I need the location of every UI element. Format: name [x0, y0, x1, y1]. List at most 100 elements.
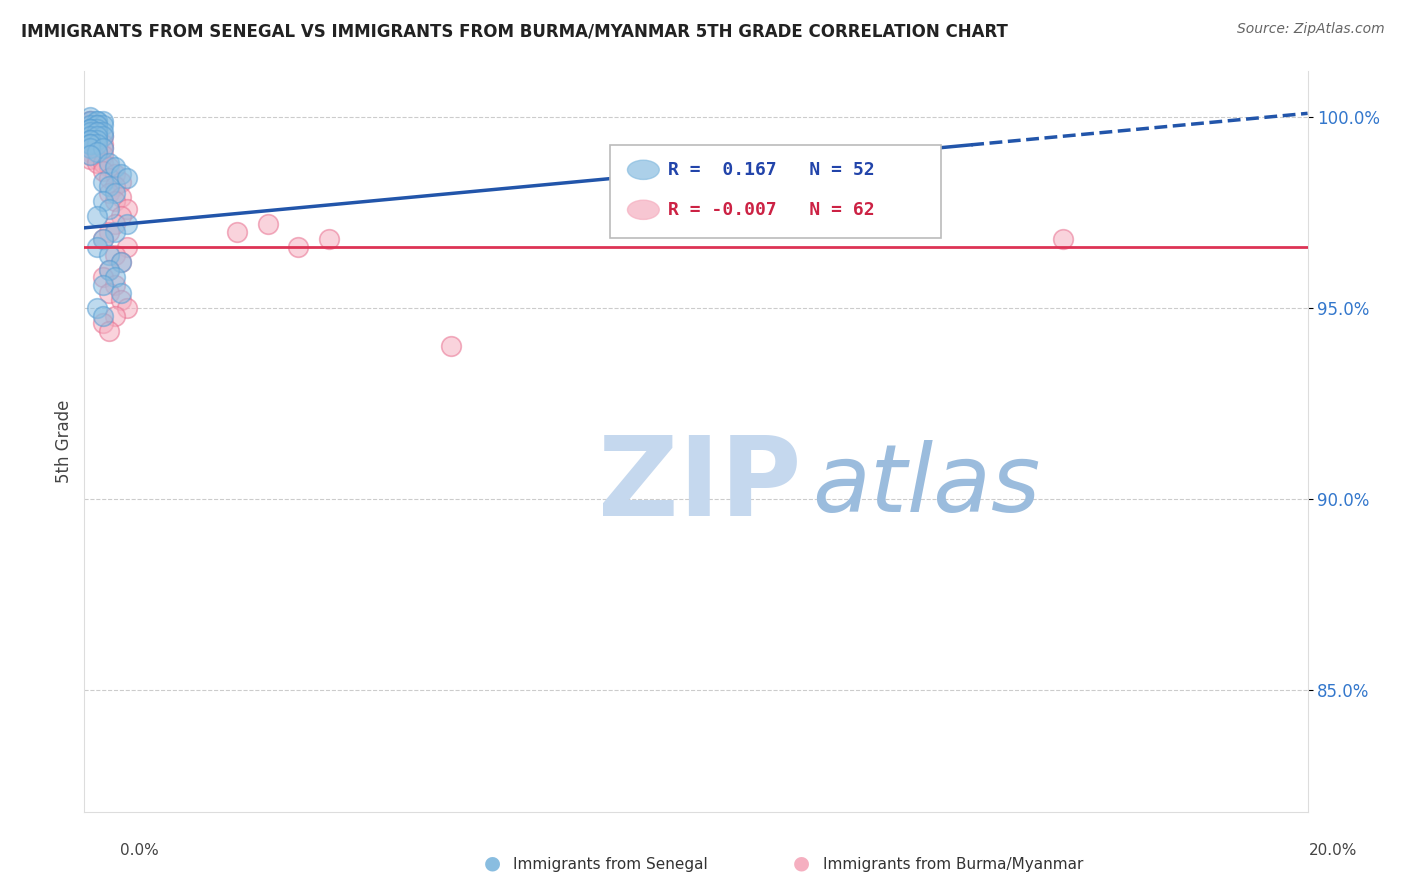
- Text: R = -0.007   N = 62: R = -0.007 N = 62: [668, 201, 875, 219]
- Point: [115, 240, 138, 254]
- Point: [86, 129, 108, 144]
- Point: [115, 171, 138, 186]
- Point: [97, 171, 120, 186]
- Point: [110, 175, 132, 189]
- Text: Source: ZipAtlas.com: Source: ZipAtlas.com: [1237, 22, 1385, 37]
- Point: [79, 114, 101, 128]
- Point: [79, 125, 101, 139]
- Point: [110, 255, 132, 269]
- Point: [104, 270, 127, 285]
- Text: IMMIGRANTS FROM SENEGAL VS IMMIGRANTS FROM BURMA/MYANMAR 5TH GRADE CORRELATION C: IMMIGRANTS FROM SENEGAL VS IMMIGRANTS FR…: [21, 22, 1008, 40]
- Point: [86, 145, 108, 159]
- Text: Immigrants from Senegal: Immigrants from Senegal: [513, 857, 709, 872]
- Point: [86, 133, 108, 147]
- Point: [79, 114, 101, 128]
- Point: [79, 148, 101, 162]
- Point: [79, 133, 101, 147]
- Point: [79, 129, 101, 144]
- Point: [440, 339, 463, 353]
- Point: [91, 309, 114, 323]
- Point: [97, 285, 120, 300]
- Point: [287, 240, 309, 254]
- Point: [91, 270, 114, 285]
- Point: [97, 247, 120, 261]
- Point: [79, 121, 101, 136]
- FancyBboxPatch shape: [610, 145, 941, 238]
- Point: [79, 110, 101, 124]
- Point: [86, 118, 108, 132]
- Point: [86, 133, 108, 147]
- Point: [97, 186, 120, 201]
- Point: [79, 136, 101, 151]
- Point: [79, 145, 101, 159]
- Point: [79, 141, 101, 155]
- Point: [115, 217, 138, 231]
- Point: [1052, 232, 1074, 246]
- Point: [86, 136, 108, 151]
- Point: [79, 118, 101, 132]
- Point: [97, 262, 120, 277]
- Point: [226, 225, 249, 239]
- Point: [97, 262, 120, 277]
- Point: [91, 194, 114, 208]
- Point: [91, 114, 114, 128]
- Point: [110, 293, 132, 308]
- Point: [79, 121, 101, 136]
- Point: [86, 118, 108, 132]
- Point: [104, 186, 127, 201]
- Point: [91, 163, 114, 178]
- Text: ZIP: ZIP: [598, 433, 801, 540]
- Point: [86, 145, 108, 159]
- Point: [91, 232, 114, 246]
- Point: [91, 129, 114, 144]
- Point: [86, 118, 108, 132]
- Point: [86, 114, 108, 128]
- Point: [110, 168, 132, 182]
- Point: [86, 210, 108, 224]
- Circle shape: [627, 161, 659, 179]
- Text: Immigrants from Burma/Myanmar: Immigrants from Burma/Myanmar: [823, 857, 1083, 872]
- Point: [318, 232, 340, 246]
- Point: [91, 118, 114, 132]
- Text: 0.0%: 0.0%: [120, 843, 159, 858]
- Point: [86, 136, 108, 151]
- Point: [91, 136, 114, 151]
- Point: [79, 133, 101, 147]
- Point: [86, 240, 108, 254]
- Text: ●: ●: [793, 854, 810, 872]
- Point: [86, 121, 108, 136]
- Point: [86, 125, 108, 139]
- Point: [115, 301, 138, 315]
- Point: [79, 121, 101, 136]
- Point: [86, 125, 108, 139]
- Point: [104, 309, 127, 323]
- Point: [97, 324, 120, 338]
- Point: [91, 232, 114, 246]
- Circle shape: [627, 200, 659, 219]
- Point: [104, 225, 127, 239]
- Point: [91, 148, 114, 162]
- Point: [86, 129, 108, 144]
- Point: [86, 133, 108, 147]
- Point: [104, 194, 127, 208]
- Point: [91, 129, 114, 144]
- Point: [86, 301, 108, 315]
- Point: [86, 114, 108, 128]
- Point: [86, 152, 108, 166]
- Point: [91, 125, 114, 139]
- Point: [79, 121, 101, 136]
- Point: [104, 160, 127, 174]
- Point: [110, 255, 132, 269]
- Y-axis label: 5th Grade: 5th Grade: [55, 400, 73, 483]
- Point: [97, 178, 120, 193]
- Point: [86, 156, 108, 170]
- Point: [79, 125, 101, 139]
- Point: [79, 136, 101, 151]
- Text: ●: ●: [484, 854, 501, 872]
- Point: [86, 125, 108, 139]
- Point: [97, 156, 120, 170]
- Point: [97, 202, 120, 216]
- Point: [79, 125, 101, 139]
- Text: R =  0.167   N = 52: R = 0.167 N = 52: [668, 161, 875, 178]
- Point: [115, 202, 138, 216]
